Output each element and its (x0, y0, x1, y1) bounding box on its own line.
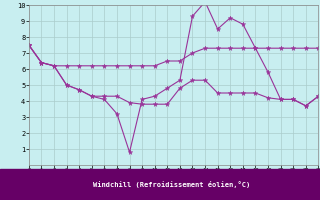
Text: Windchill (Refroidissement éolien,°C): Windchill (Refroidissement éolien,°C) (92, 181, 250, 188)
